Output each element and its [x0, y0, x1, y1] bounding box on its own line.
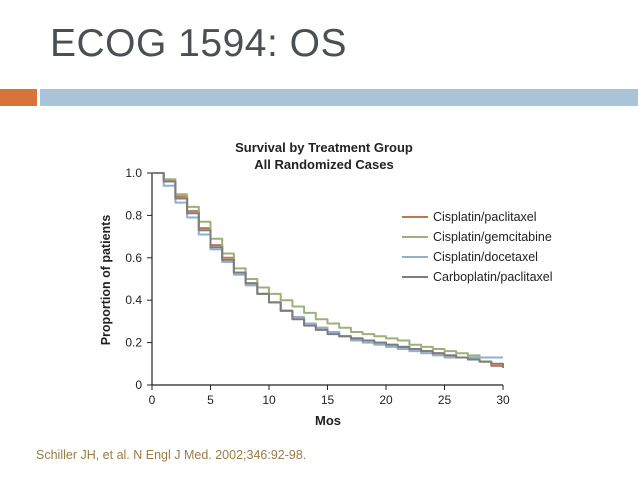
y-tick-label: 0.6 [125, 251, 142, 265]
x-tick-label: 10 [262, 393, 276, 407]
legend-label: Cisplatin/gemcitabine [433, 230, 552, 244]
legend: Cisplatin/paclitaxel Cisplatin/gemcitabin… [402, 210, 553, 284]
legend-label: Cisplatin/docetaxel [433, 250, 538, 264]
series-lines [152, 172, 504, 369]
y-tick-label: 0 [135, 378, 142, 392]
x-tick-label: 30 [496, 393, 510, 407]
title-underline-bar [40, 89, 638, 106]
y-tick-label: 0.2 [125, 336, 142, 350]
x-tick-label: 0 [149, 393, 156, 407]
chart-title: Survival by Treatment Group [235, 140, 413, 155]
y-tick-label: 0.8 [125, 208, 142, 222]
x-axis-label: Mos [315, 413, 341, 428]
x-tick-label: 25 [438, 393, 452, 407]
x-tick-label: 15 [321, 393, 335, 407]
x-tick-label: 5 [207, 393, 214, 407]
chart-subtitle: All Randomized Cases [254, 157, 393, 172]
axes: 0 0.2 0.4 0.6 0.8 1.0 0 5 10 15 20 25 30 [125, 166, 510, 407]
legend-label: Carboplatin/paclitaxel [433, 270, 553, 284]
x-tick-label: 20 [379, 393, 393, 407]
legend-label: Cisplatin/paclitaxel [433, 210, 537, 224]
y-tick-label: 0.4 [125, 293, 142, 307]
slide-title: ECOG 1594: OS [50, 22, 347, 65]
series-line-4 [152, 172, 504, 366]
y-tick-label: 1.0 [125, 166, 142, 180]
title-accent-bar [0, 89, 37, 106]
citation: Schiller JH, et al. N Engl J Med. 2002;3… [36, 448, 307, 462]
y-axis-label: Proportion of patients [99, 215, 113, 346]
